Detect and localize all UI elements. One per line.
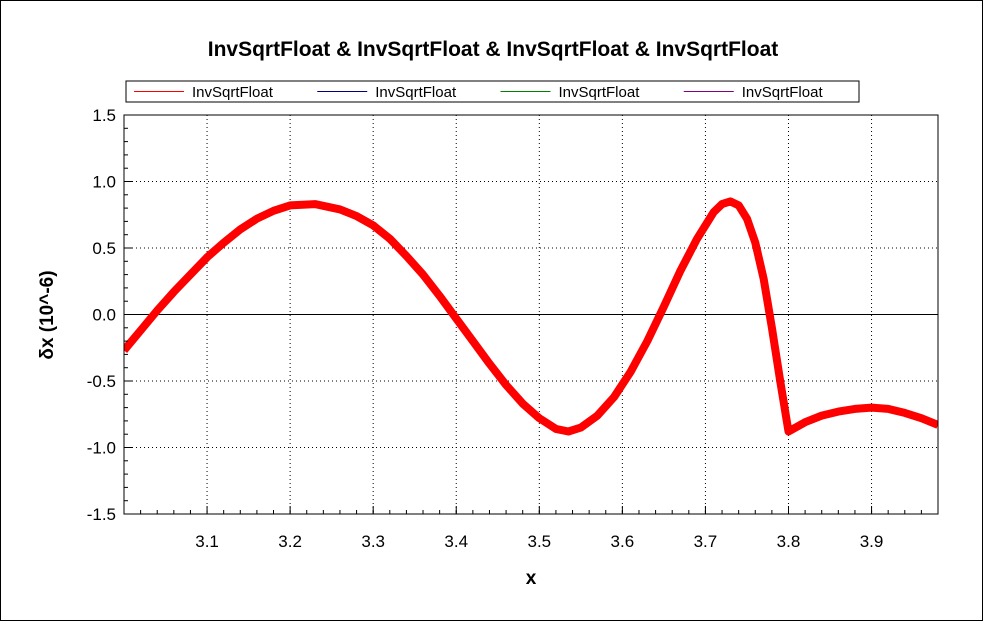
x-tick-label: 3.5: [527, 532, 551, 551]
y-tick-label: -1.0: [87, 439, 116, 458]
y-tick-label: -1.5: [87, 505, 116, 524]
legend-box: [125, 80, 860, 103]
x-tick-label: 3.2: [278, 532, 302, 551]
y-tick-label: 1.5: [92, 106, 116, 125]
legend: InvSqrtFloat InvSqrtFloat InvSqrtFloat InvS…: [125, 80, 860, 103]
legend-label-2: InvSqrtFloat: [375, 84, 457, 101]
x-tick-label: 3.8: [777, 532, 801, 551]
series-line-1: [124, 197, 938, 436]
legend-label-4: InvSqrtFloat: [742, 84, 824, 101]
y-axis-label: δx (10^-6): [37, 270, 58, 359]
legend-label-1: InvSqrtFloat: [192, 84, 274, 101]
x-tick-label: 3.3: [361, 532, 385, 551]
y-tick-label: 1.0: [92, 173, 116, 192]
plot-frame: [123, 114, 939, 515]
x-tick-label: 3.4: [444, 532, 468, 551]
y-tick-label: 0.0: [92, 306, 116, 325]
plot-series: [124, 197, 938, 436]
chart-title: InvSqrtFloat & InvSqrtFloat & InvSqrtFlo…: [208, 38, 779, 61]
x-tick-label: 3.6: [611, 532, 635, 551]
y-tick-label: 0.5: [92, 239, 116, 258]
x-tick-label: 3.7: [694, 532, 718, 551]
legend-label-3: InvSqrtFloat: [559, 84, 641, 101]
x-tick-label: 3.9: [860, 532, 884, 551]
axes: 3.1 3.2 3.3 3.4 3.5 3.6 3.7 3.8 3.9 1.5 1.0 0.5 0.0 -…: [87, 106, 939, 551]
grid: [124, 115, 938, 514]
y-tick-label: -0.5: [87, 372, 116, 391]
x-axis-label: x: [526, 568, 537, 589]
x-tick-label: 3.1: [195, 532, 219, 551]
